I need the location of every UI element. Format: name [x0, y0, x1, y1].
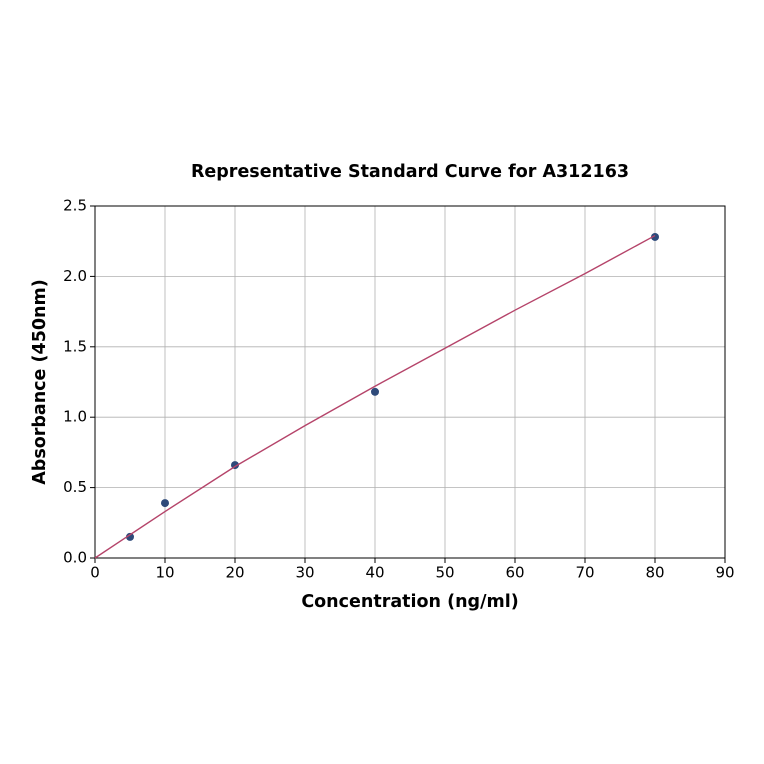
y-tick-label: 1.0 [63, 408, 87, 426]
y-tick-label: 2.0 [63, 267, 87, 285]
y-axis-label: Absorbance (450nm) [30, 279, 50, 485]
y-tick-label: 0.5 [63, 478, 87, 496]
fit-curve [94, 234, 656, 559]
x-tick-label: 50 [435, 564, 454, 582]
x-tick-label: 20 [225, 564, 244, 582]
x-axis-label: Concentration (ng/ml) [301, 592, 518, 612]
x-tick-label: 40 [365, 564, 384, 582]
x-tick-label: 30 [295, 564, 314, 582]
y-tick-label: 1.5 [63, 337, 87, 355]
x-tick-label: 80 [645, 564, 664, 582]
x-tick-label: 60 [505, 564, 524, 582]
y-tick-label: 0.0 [63, 549, 87, 567]
data-point [371, 387, 379, 396]
data-point [651, 232, 659, 241]
y-tick-label: 2.5 [63, 197, 87, 215]
data-point [161, 499, 169, 508]
data-point [126, 532, 134, 541]
chart-title: Representative Standard Curve for A31216… [191, 162, 629, 182]
x-tick-label: 0 [90, 564, 100, 582]
x-tick-label: 90 [715, 564, 734, 582]
x-tick-label: 70 [575, 564, 594, 582]
plot-frame [94, 205, 726, 559]
x-tick-label: 10 [155, 564, 174, 582]
